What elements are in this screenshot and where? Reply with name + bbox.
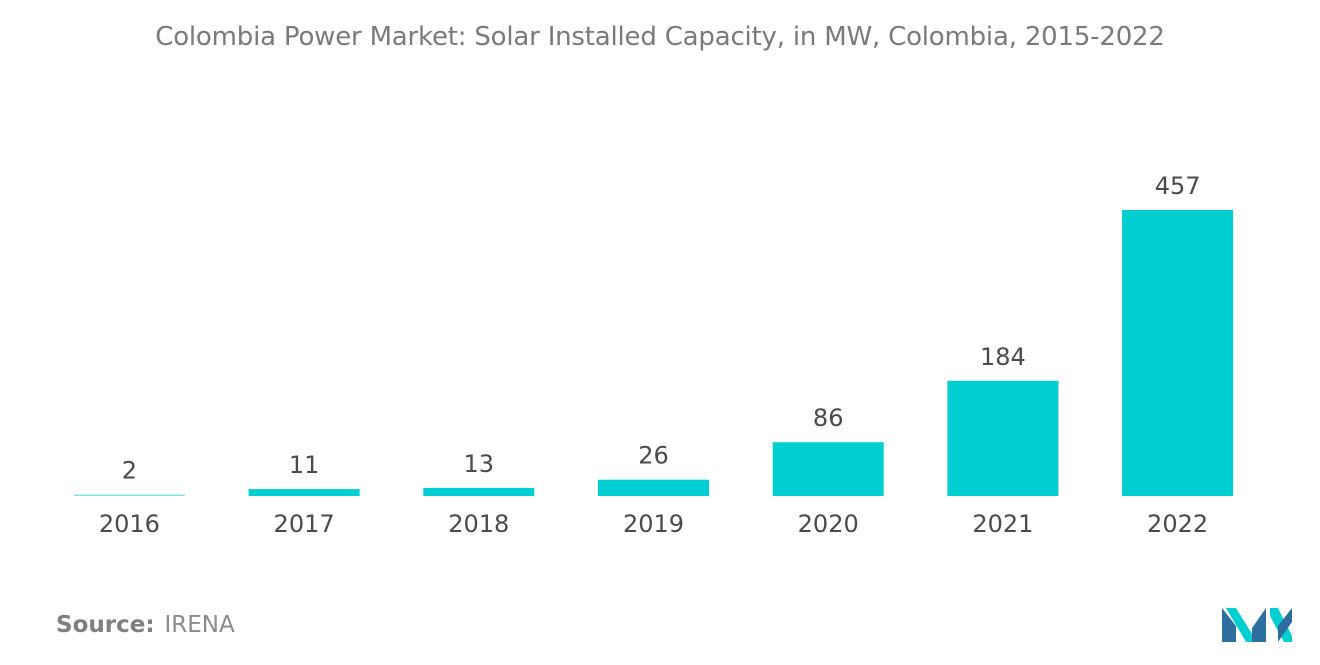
chart-title: Colombia Power Market: Solar Installed C… xyxy=(155,22,1165,52)
bar-2022 xyxy=(1122,210,1234,496)
bar-2017 xyxy=(248,489,360,496)
x-tick-label-2020: 2020 xyxy=(798,510,859,538)
mordor-intelligence-logo-icon xyxy=(1222,608,1292,642)
bars-layer xyxy=(73,210,1234,496)
x-tick-label-2017: 2017 xyxy=(274,510,335,538)
value-label-2018: 13 xyxy=(464,450,495,478)
bar-2018 xyxy=(423,487,535,496)
source-key: Source: xyxy=(56,612,155,638)
value-label-2017: 11 xyxy=(289,451,320,479)
bar-2016 xyxy=(73,494,185,496)
bar-2021 xyxy=(947,380,1059,496)
bar-2019 xyxy=(598,479,709,496)
bar-chart: 2 11 13 26 86 184 457 2016 2017 2018 2019 2020 2021… xyxy=(73,172,1234,538)
x-tick-label-2021: 2021 xyxy=(972,510,1033,538)
value-label-2022: 457 xyxy=(1155,172,1201,200)
x-tick-label-2018: 2018 xyxy=(448,510,509,538)
value-label-2019: 26 xyxy=(638,442,669,470)
bar-2020 xyxy=(772,442,884,496)
x-tick-label-2022: 2022 xyxy=(1147,510,1208,538)
source-value: IRENA xyxy=(164,612,235,638)
value-label-2016: 2 xyxy=(122,457,137,485)
x-tick-label-2016: 2016 xyxy=(99,510,160,538)
value-labels-layer: 2 11 13 26 86 184 457 xyxy=(122,172,1201,485)
x-tick-label-2019: 2019 xyxy=(623,510,684,538)
source-note: Source: IRENA xyxy=(56,612,235,638)
value-label-2021: 184 xyxy=(980,343,1026,371)
value-label-2020: 86 xyxy=(813,404,844,432)
x-axis-tick-labels: 2016 2017 2018 2019 2020 2021 2022 xyxy=(99,510,1208,538)
